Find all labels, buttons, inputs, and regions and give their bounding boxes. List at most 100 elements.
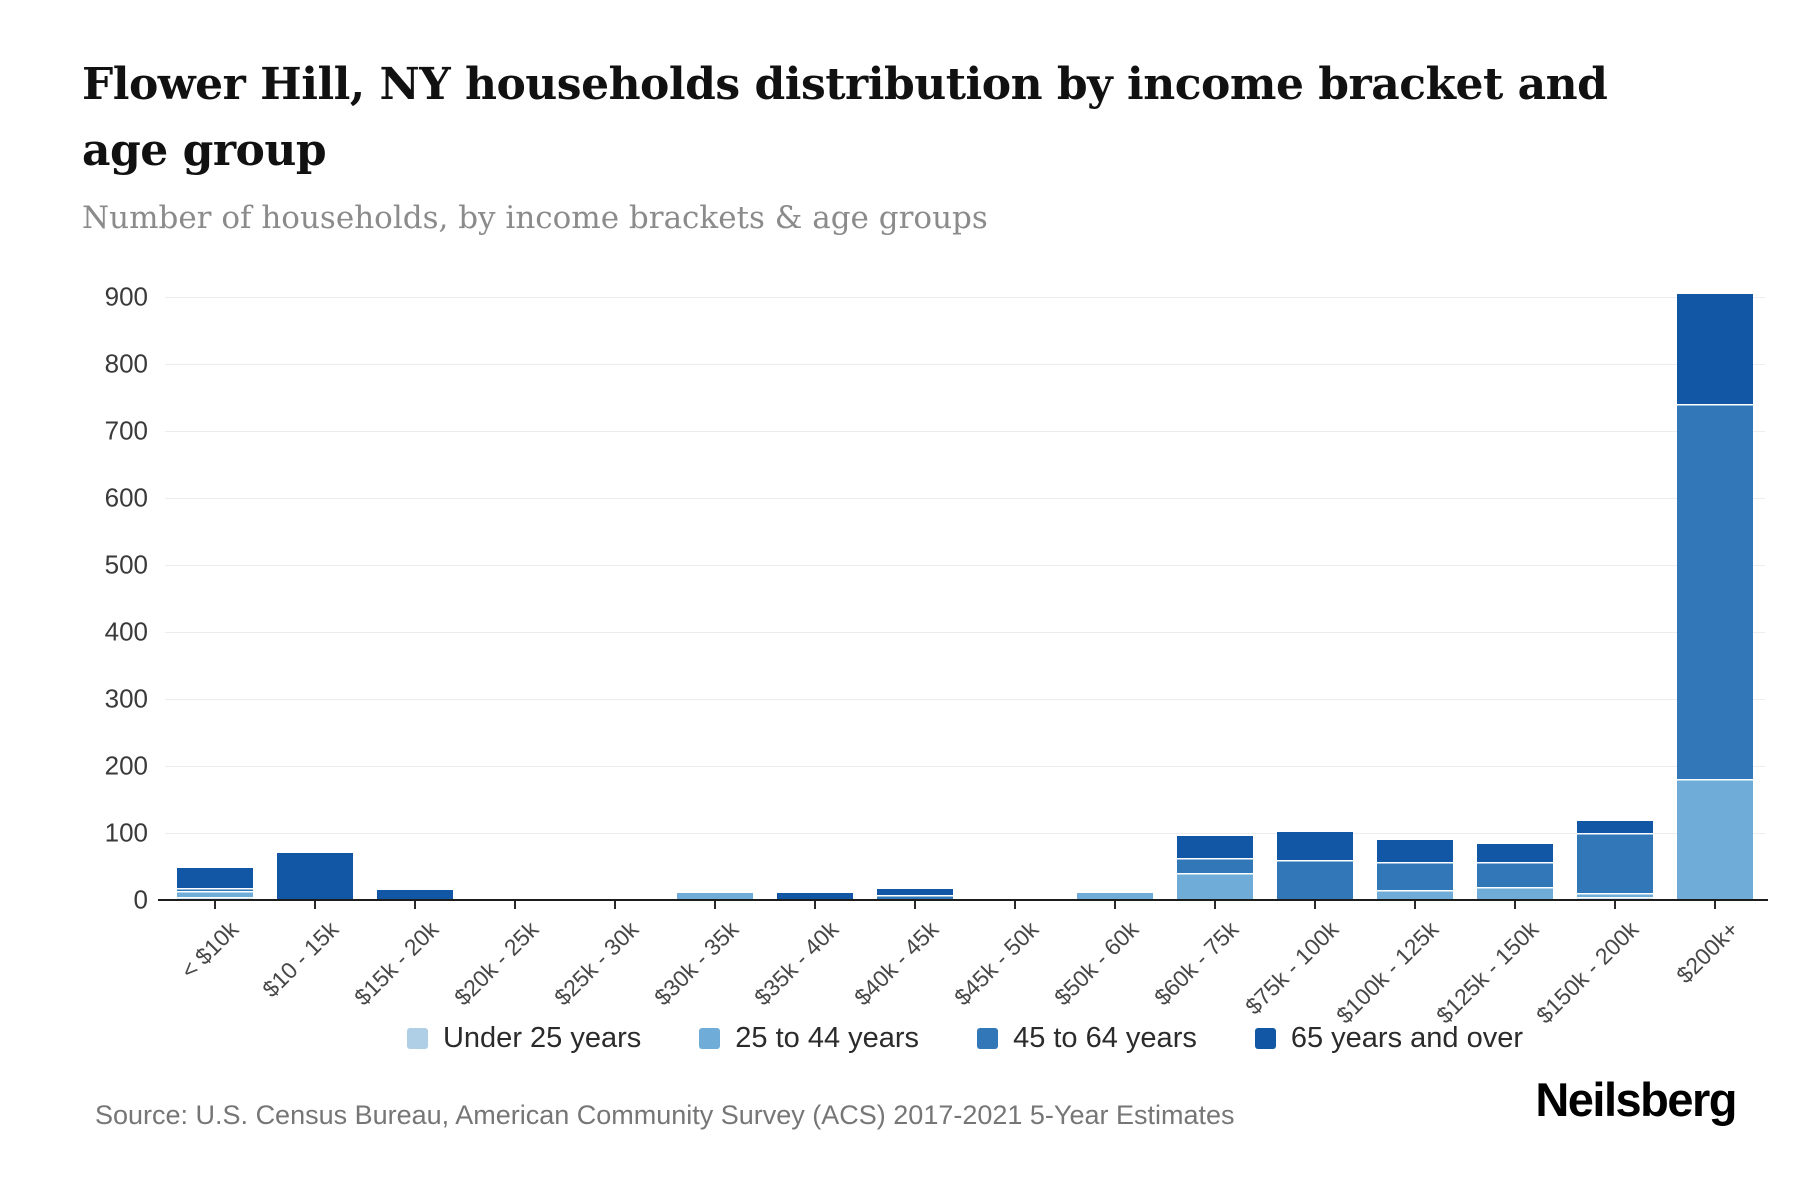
- brand-logo: Neilsberg: [1535, 1073, 1737, 1126]
- y-axis-tick-label: 300: [104, 683, 148, 714]
- x-axis-tick-label: $15k - 20k: [349, 916, 444, 1011]
- bar-segment: [177, 897, 253, 900]
- x-axis-tick: [1514, 901, 1516, 909]
- x-axis-line: [158, 899, 1768, 901]
- bar-segment: [177, 891, 253, 898]
- bar-segment: [1577, 893, 1653, 898]
- y-axis-tick-label: 600: [104, 482, 148, 513]
- legend-item: 45 to 64 years: [977, 1022, 1197, 1055]
- bar-segment: [877, 889, 953, 895]
- x-axis-tick-label: $30k - 35k: [649, 916, 744, 1011]
- x-axis-tick-label: $45k - 50k: [949, 916, 1044, 1011]
- x-axis-tick: [1614, 901, 1616, 909]
- bar-segment: [1377, 839, 1453, 862]
- x-axis-tick: [314, 901, 316, 909]
- x-axis-tick-label: < $10k: [175, 916, 244, 984]
- y-axis-tick-label: 200: [104, 750, 148, 781]
- gridline: [165, 632, 1765, 633]
- x-axis-tick-label: $150k - 200k: [1530, 916, 1644, 1029]
- chart-plot: [165, 293, 1765, 900]
- page-subtitle: Number of households, by income brackets…: [82, 200, 988, 236]
- x-axis-tick: [1014, 901, 1016, 909]
- y-axis-tick-label: 100: [104, 817, 148, 848]
- gridline: [165, 498, 1765, 499]
- gridline: [165, 699, 1765, 700]
- bar-segment: [177, 867, 253, 888]
- bar-segment: [1077, 893, 1153, 900]
- x-axis-tick: [514, 901, 516, 909]
- legend-swatch-icon: [977, 1028, 999, 1049]
- y-axis-tick-label: 800: [104, 348, 148, 379]
- x-axis-tick: [1214, 901, 1216, 909]
- bar-segment: [1277, 831, 1353, 860]
- x-axis-tick: [1414, 901, 1416, 909]
- legend-item: 25 to 44 years: [699, 1022, 919, 1055]
- gridline: [165, 431, 1765, 432]
- x-axis-tick: [1114, 901, 1116, 909]
- x-axis-tick-label: $10 - 15k: [257, 916, 344, 1003]
- bar-segment: [1577, 897, 1653, 900]
- bar-segment: [1577, 833, 1653, 894]
- bar-segment: [677, 893, 753, 900]
- legend-item: Under 25 years: [406, 1022, 642, 1055]
- bar-segment: [377, 889, 453, 900]
- gridline: [165, 766, 1765, 767]
- bar-segment: [1577, 820, 1653, 833]
- legend-label: 25 to 44 years: [735, 1022, 920, 1054]
- bar-segment: [777, 893, 853, 900]
- bar-segment: [277, 853, 353, 900]
- x-axis-tick-label: $125k - 150k: [1430, 916, 1544, 1029]
- gridline: [165, 565, 1765, 566]
- x-axis-tick-label: $35k - 40k: [749, 916, 844, 1011]
- y-axis-tick-label: 500: [104, 549, 148, 580]
- legend: Under 25 years 25 to 44 years 45 to 64 yea…: [165, 1022, 1765, 1055]
- bar-segment: [1177, 857, 1253, 874]
- x-axis-tick-label: $60k - 75k: [1149, 916, 1244, 1011]
- x-axis-tick-label: $40k - 45k: [849, 916, 944, 1011]
- gridline: [165, 833, 1765, 834]
- gridline: [165, 297, 1765, 298]
- y-axis-tick-label: 400: [104, 616, 148, 647]
- source-text: Source: U.S. Census Bureau, American Com…: [95, 1100, 1235, 1130]
- x-axis-tick-label: $100k - 125k: [1330, 916, 1444, 1029]
- legend-label: 65 years and over: [1290, 1022, 1524, 1054]
- bar-segment: [1477, 886, 1553, 900]
- page-title: Flower Hill, NY households distribution …: [82, 59, 1608, 176]
- bar-segment: [1277, 859, 1353, 900]
- x-axis-tick: [414, 901, 416, 909]
- x-axis-tick: [914, 901, 916, 909]
- legend-swatch-icon: [699, 1028, 721, 1049]
- bar-segment: [1477, 861, 1553, 887]
- legend-label: Under 25 years: [442, 1022, 642, 1054]
- x-axis-tick: [714, 901, 716, 909]
- bar-segment: [177, 887, 253, 892]
- bar-segment: [1177, 873, 1253, 900]
- bar-segment: [1677, 404, 1753, 780]
- y-axis-tick-label: 700: [104, 415, 148, 446]
- bar-segment: [877, 894, 953, 900]
- legend-swatch-icon: [406, 1028, 428, 1049]
- bar-segment: [1177, 836, 1253, 858]
- x-axis-tick-label: $25k - 30k: [549, 916, 644, 1011]
- x-axis-tick-label: $50k - 60k: [1049, 916, 1144, 1011]
- x-axis-tick: [614, 901, 616, 909]
- x-axis-tick-label: $20k - 25k: [449, 916, 544, 1011]
- x-axis-tick-label: $200k+: [1671, 916, 1744, 989]
- bar-segment: [1677, 293, 1753, 405]
- x-axis-tick: [1714, 901, 1716, 909]
- bar-segment: [1377, 861, 1453, 890]
- y-axis-tick-label: 0: [133, 884, 148, 915]
- x-axis-tick: [214, 901, 216, 909]
- x-axis-tick-label: $75k - 100k: [1240, 916, 1344, 1020]
- legend-swatch-icon: [1254, 1028, 1276, 1049]
- bar-segment: [1677, 779, 1753, 900]
- bar-segment: [1477, 843, 1553, 862]
- legend-label: 45 to 64 years: [1013, 1022, 1197, 1054]
- bar-segment: [1377, 889, 1453, 900]
- x-axis-tick: [1314, 901, 1316, 909]
- gridline: [165, 364, 1765, 365]
- y-axis-tick-label: 900: [104, 281, 148, 312]
- legend-item: 65 years and over: [1254, 1022, 1524, 1055]
- x-axis-tick: [814, 901, 816, 909]
